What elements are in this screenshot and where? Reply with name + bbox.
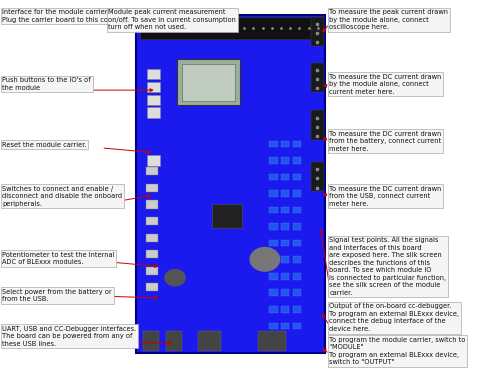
Circle shape: [164, 270, 185, 286]
FancyBboxPatch shape: [281, 174, 289, 180]
FancyBboxPatch shape: [269, 223, 277, 230]
FancyBboxPatch shape: [310, 110, 323, 140]
FancyBboxPatch shape: [177, 59, 239, 105]
FancyBboxPatch shape: [281, 240, 289, 247]
FancyBboxPatch shape: [292, 174, 300, 180]
FancyBboxPatch shape: [136, 15, 324, 353]
FancyBboxPatch shape: [258, 331, 285, 351]
FancyBboxPatch shape: [269, 323, 277, 329]
FancyBboxPatch shape: [292, 207, 300, 214]
FancyBboxPatch shape: [310, 16, 323, 46]
FancyBboxPatch shape: [269, 157, 277, 164]
FancyBboxPatch shape: [269, 190, 277, 197]
FancyBboxPatch shape: [292, 323, 300, 329]
FancyBboxPatch shape: [281, 273, 289, 280]
Text: Module peak current measurement
on/off. To save in current consumption
turn off : Module peak current measurement on/off. …: [108, 9, 236, 30]
FancyBboxPatch shape: [269, 174, 277, 180]
FancyBboxPatch shape: [281, 141, 289, 147]
FancyBboxPatch shape: [292, 223, 300, 230]
FancyBboxPatch shape: [281, 256, 289, 263]
FancyBboxPatch shape: [269, 273, 277, 280]
FancyBboxPatch shape: [146, 267, 157, 275]
FancyBboxPatch shape: [146, 283, 157, 291]
FancyBboxPatch shape: [140, 17, 320, 39]
FancyBboxPatch shape: [281, 323, 289, 329]
FancyBboxPatch shape: [147, 108, 160, 118]
Text: Potentiometer to test the internal
ADC of BLExxx modules.: Potentiometer to test the internal ADC o…: [2, 252, 115, 266]
FancyBboxPatch shape: [146, 167, 157, 176]
FancyBboxPatch shape: [146, 201, 157, 209]
Text: To measure the DC current drawn
from the battery, connect current
meter here.: To measure the DC current drawn from the…: [329, 131, 441, 151]
FancyBboxPatch shape: [269, 207, 277, 214]
FancyBboxPatch shape: [147, 69, 160, 79]
FancyBboxPatch shape: [292, 157, 300, 164]
Text: To measure the DC current drawn
from the USB, connect current
meter here.: To measure the DC current drawn from the…: [329, 186, 441, 207]
FancyBboxPatch shape: [281, 157, 289, 164]
FancyBboxPatch shape: [292, 306, 300, 313]
Text: UART, USB and CC-Debugger interfaces.
The board can be powered from any of
these: UART, USB and CC-Debugger interfaces. Th…: [2, 326, 136, 347]
FancyBboxPatch shape: [147, 155, 160, 166]
FancyBboxPatch shape: [165, 331, 182, 351]
FancyBboxPatch shape: [292, 190, 300, 197]
FancyBboxPatch shape: [146, 234, 157, 242]
Text: Signal test points. All the signals
and interfaces of this board
are exposed her: Signal test points. All the signals and …: [329, 237, 446, 296]
FancyBboxPatch shape: [147, 82, 160, 92]
Circle shape: [250, 247, 279, 271]
FancyBboxPatch shape: [269, 240, 277, 247]
FancyBboxPatch shape: [292, 289, 300, 296]
Text: To measure the DC current drawn
by the module alone, connect
current meter here.: To measure the DC current drawn by the m…: [329, 74, 441, 94]
Text: Interface for the module carrier boards.
Plug the carrier board to this connecto: Interface for the module carrier boards.…: [2, 9, 135, 23]
FancyBboxPatch shape: [310, 62, 323, 92]
FancyBboxPatch shape: [269, 306, 277, 313]
Text: Switches to connect and enable /
disconnect and disable the onboard
peripherals.: Switches to connect and enable / disconn…: [2, 186, 122, 207]
FancyBboxPatch shape: [292, 256, 300, 263]
Text: Push buttons to the IO's of
the module: Push buttons to the IO's of the module: [2, 77, 91, 91]
FancyBboxPatch shape: [292, 240, 300, 247]
Text: Reset the module carrier.: Reset the module carrier.: [2, 142, 87, 148]
FancyBboxPatch shape: [269, 256, 277, 263]
FancyBboxPatch shape: [281, 306, 289, 313]
FancyBboxPatch shape: [281, 289, 289, 296]
FancyBboxPatch shape: [146, 184, 157, 192]
Text: To program the module carrier, switch to
"MODULE"
To program an external BLExxx : To program the module carrier, switch to…: [329, 337, 465, 365]
FancyBboxPatch shape: [142, 331, 159, 351]
Text: Output of the on-board cc-debugger.
To program an external BLExxx device,
connec: Output of the on-board cc-debugger. To p…: [329, 304, 458, 332]
FancyBboxPatch shape: [310, 162, 323, 191]
FancyBboxPatch shape: [211, 204, 242, 228]
FancyBboxPatch shape: [147, 94, 160, 105]
FancyBboxPatch shape: [269, 141, 277, 147]
FancyBboxPatch shape: [146, 217, 157, 225]
FancyBboxPatch shape: [281, 223, 289, 230]
Text: To measure the peak current drawn
by the module alone, connect
oscilloscope here: To measure the peak current drawn by the…: [329, 9, 447, 30]
Text: Select power from the battery or
from the USB.: Select power from the battery or from th…: [2, 289, 112, 302]
FancyBboxPatch shape: [198, 331, 221, 351]
FancyBboxPatch shape: [281, 190, 289, 197]
FancyBboxPatch shape: [292, 141, 300, 147]
FancyBboxPatch shape: [281, 207, 289, 214]
FancyBboxPatch shape: [146, 250, 157, 258]
FancyBboxPatch shape: [269, 289, 277, 296]
FancyBboxPatch shape: [292, 273, 300, 280]
FancyBboxPatch shape: [182, 64, 234, 101]
